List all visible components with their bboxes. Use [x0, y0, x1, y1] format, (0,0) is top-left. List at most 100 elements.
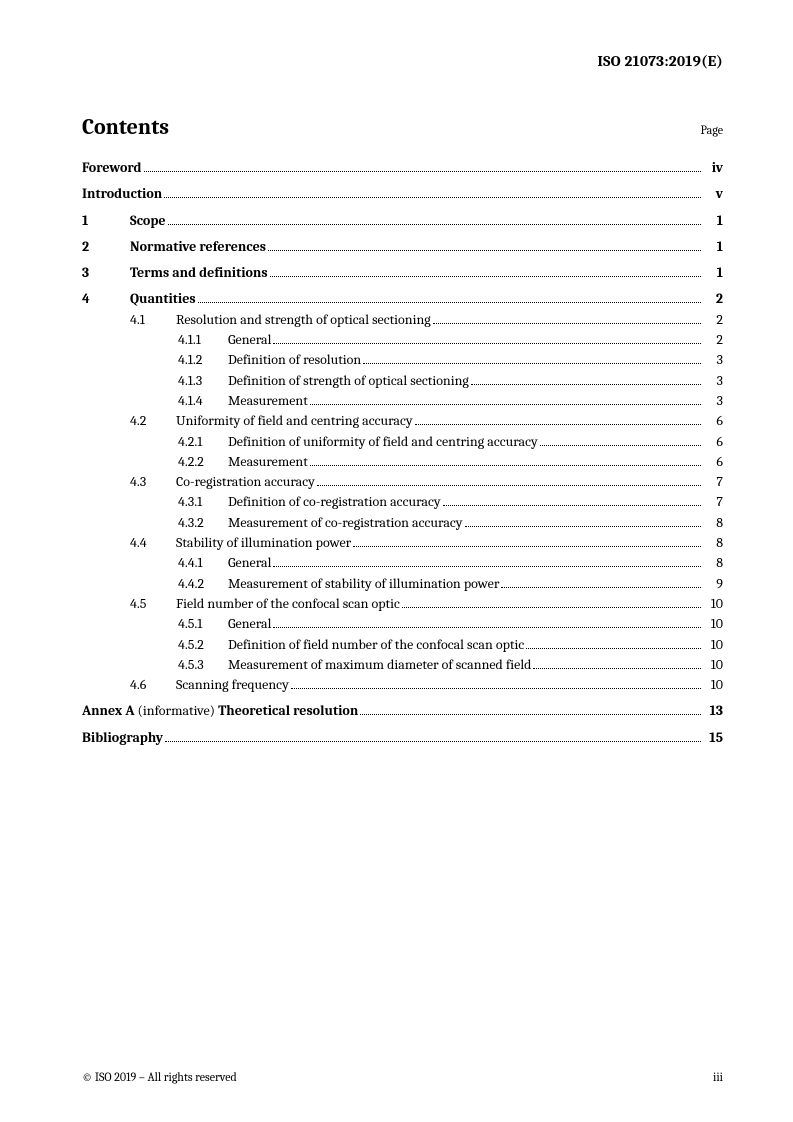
leader-dots: [198, 291, 701, 304]
toc-entry[interactable]: 4.4.2Measurement of stability of illumin…: [82, 574, 723, 594]
leader-dots: [433, 311, 701, 324]
toc-entry-page: 10: [705, 655, 723, 675]
leader-dots: [144, 159, 701, 172]
leader-dots: [471, 372, 701, 385]
leader-dots: [164, 186, 701, 199]
leader-dots: [533, 656, 701, 669]
toc-entry-number: 4: [82, 289, 130, 309]
toc-entry-number: 4.1.3: [178, 371, 228, 391]
toc-entry-page: 10: [705, 675, 723, 695]
toc-entry[interactable]: 4.3.1Definition of co-registration accur…: [82, 492, 723, 512]
toc-entry-page: 1: [705, 263, 723, 283]
toc-entry-title: Definition of strength of optical sectio…: [228, 371, 469, 391]
toc-entry-title: Definition of resolution: [228, 350, 361, 370]
toc-entry-title: Quantities: [130, 289, 196, 309]
leader-dots: [317, 474, 701, 487]
toc-entry-annex[interactable]: Annex A (informative) Theoretical resolu…: [82, 701, 723, 721]
toc-entry-page: 1: [705, 211, 723, 231]
toc-entry[interactable]: 4.2.2Measurement6: [82, 452, 723, 472]
toc-entry-title: Bibliography: [82, 728, 163, 748]
leader-dots: [291, 677, 701, 690]
toc-entry-title: Uniformity of field and centring accurac…: [176, 411, 413, 431]
toc-entry-page: 6: [705, 432, 723, 452]
toc-entry-title: Measurement of stability of illumination…: [228, 574, 499, 594]
toc-entry-page: 8: [705, 533, 723, 553]
toc-entry-page: 10: [705, 614, 723, 634]
toc-entry-number: 4.1: [130, 310, 176, 330]
toc-entry-page: v: [705, 184, 723, 204]
toc-entry-page: 10: [705, 635, 723, 655]
toc-entry[interactable]: 4.1.1General 2: [82, 330, 723, 350]
copyright-text: © ISO 2019 – All rights reserved: [82, 1070, 237, 1084]
toc-entry-page: 9: [705, 574, 723, 594]
toc-entry[interactable]: 4.3Co-registration accuracy7: [82, 472, 723, 492]
leader-dots: [443, 494, 701, 507]
toc-entry-number: 1: [82, 211, 130, 231]
toc-entry[interactable]: 4.4Stability of illumination power 8: [82, 533, 723, 553]
toc-entry-number: 4.5.2: [178, 635, 228, 655]
toc-entry-number: 4.1.4: [178, 391, 228, 411]
toc-entry-number: 4.3.1: [178, 492, 228, 512]
toc-entry-page: 1: [705, 237, 723, 257]
leader-dots: [268, 238, 701, 251]
toc-entry-page: 7: [705, 472, 723, 492]
toc-entry[interactable]: 4.5.3Measurement of maximum diameter of …: [82, 655, 723, 675]
toc-entry-title: Resolution and strength of optical secti…: [176, 310, 431, 330]
toc-entry-number: 4.4: [130, 533, 176, 553]
toc-entry-title: Definition of uniformity of field and ce…: [228, 432, 538, 452]
toc-entry[interactable]: 4.1.2Definition of resolution3: [82, 350, 723, 370]
toc-entry-page: 8: [705, 553, 723, 573]
toc-entry-page: 3: [705, 350, 723, 370]
toc-entry-page: 10: [705, 594, 723, 614]
toc-entry-title: Foreword: [82, 158, 142, 178]
toc-entry-title: Stability of illumination power: [176, 533, 351, 553]
toc-entry[interactable]: 4.4.1General8: [82, 553, 723, 573]
toc-entry-title: Introduction: [82, 184, 162, 204]
toc-entry-title: Normative references: [130, 237, 266, 257]
toc-entry-number: 4.6: [130, 675, 176, 695]
page-footer: © ISO 2019 – All rights reserved iii: [82, 1070, 723, 1084]
contents-title: Contents: [82, 114, 169, 140]
toc-entry-number: 4.1.1: [178, 330, 228, 350]
contents-header: Contents Page: [82, 114, 723, 140]
toc-entry[interactable]: 3Terms and definitions1: [82, 263, 723, 283]
toc-entry[interactable]: 4.1Resolution and strength of optical se…: [82, 310, 723, 330]
leader-dots: [273, 555, 701, 568]
toc-entry[interactable]: 4.3.2Measurement of co-registration accu…: [82, 513, 723, 533]
toc-entry-page: 3: [705, 391, 723, 411]
leader-dots: [360, 703, 701, 716]
toc-entry-page: iv: [705, 158, 723, 178]
toc-entry-title: Definition of field number of the confoc…: [228, 635, 524, 655]
leader-dots: [501, 575, 701, 588]
toc-entry[interactable]: 4Quantities2: [82, 289, 723, 309]
leader-dots: [310, 392, 701, 405]
toc-entry-page: 7: [705, 492, 723, 512]
toc-entry-title: Co-registration accuracy: [176, 472, 315, 492]
leader-dots: [168, 212, 701, 225]
toc-entry-page: 13: [705, 701, 723, 721]
toc-entry[interactable]: 1Scope1: [82, 211, 723, 231]
toc-entry-title: General: [228, 330, 271, 350]
page-column-label: Page: [701, 123, 723, 137]
toc-entry-title: General: [228, 614, 271, 634]
toc-entry[interactable]: 4.5Field number of the confocal scan opt…: [82, 594, 723, 614]
leader-dots: [165, 729, 701, 742]
toc-entry-bibliography[interactable]: Bibliography 15: [82, 728, 723, 748]
toc-entry-title: Terms and definitions: [130, 263, 268, 283]
toc-entry-page: 2: [705, 330, 723, 350]
toc-entry-number: 4.5: [130, 594, 176, 614]
toc-entry[interactable]: 4.2Uniformity of field and centring accu…: [82, 411, 723, 431]
toc-entry[interactable]: 4.2.1Definition of uniformity of field a…: [82, 432, 723, 452]
toc-entry[interactable]: 4.6Scanning frequency10: [82, 675, 723, 695]
toc-entry-page: 2: [705, 310, 723, 330]
toc-entry[interactable]: 2Normative references1: [82, 237, 723, 257]
toc-entry[interactable]: 4.1.3Definition of strength of optical s…: [82, 371, 723, 391]
toc-entry[interactable]: 4.1.4Measurement3: [82, 391, 723, 411]
toc-entry-page: 6: [705, 411, 723, 431]
toc-entry-title: Annex A (informative) Theoretical resolu…: [82, 701, 358, 721]
toc-entry[interactable]: Foreword iv: [82, 158, 723, 178]
toc-entry[interactable]: 4.5.2Definition of field number of the c…: [82, 635, 723, 655]
leader-dots: [273, 616, 701, 629]
toc-entry[interactable]: Introduction v: [82, 184, 723, 204]
toc-entry[interactable]: 4.5.1General10: [82, 614, 723, 634]
